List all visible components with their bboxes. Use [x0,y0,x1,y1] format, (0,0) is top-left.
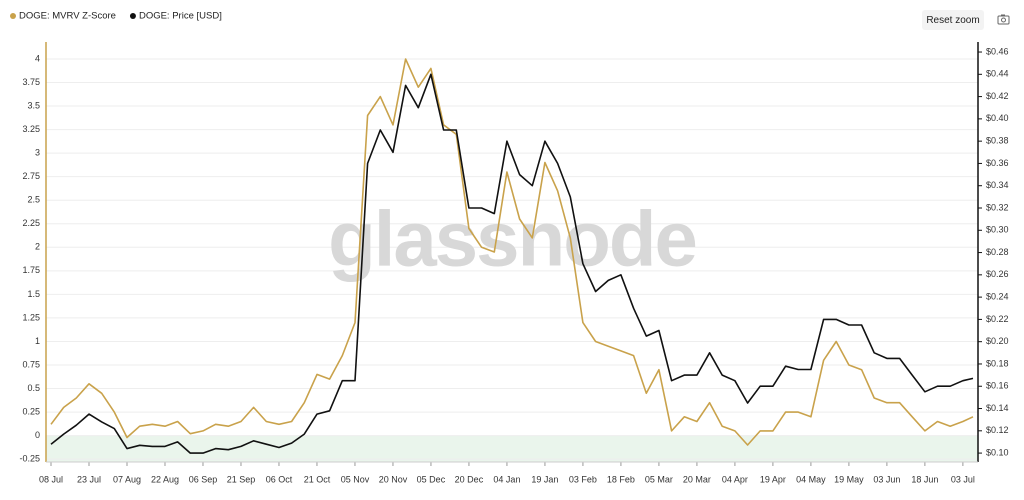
x-tick-label: 05 Dec [417,474,446,484]
x-tick-label: 22 Aug [151,474,179,484]
y2-tick-label: $0.26 [986,269,1009,279]
y2-tick-label: $0.28 [986,247,1009,257]
y-tick-label: 3.5 [27,100,40,110]
x-tick-label: 03 Jun [873,474,900,484]
watermark: glassnode [328,195,696,283]
x-tick-label: 23 Jul [77,474,101,484]
y2-tick-label: $0.30 [986,225,1009,235]
x-tick-label: 21 Sep [227,474,256,484]
x-tick-label: 19 Apr [760,474,786,484]
y-tick-label: 3.25 [22,124,40,134]
y-tick-label: 1.25 [22,312,40,322]
y2-tick-label: $0.14 [986,403,1009,413]
x-tick-label: 18 Feb [607,474,635,484]
x-tick-label: 19 Jan [531,474,558,484]
legend-marker [129,13,136,19]
x-tick-label: 05 Mar [645,474,673,484]
y2-tick-label: $0.12 [986,425,1009,435]
y-tick-label: 1 [35,336,40,346]
legend-label: DOGE: MVRV Z-Score [19,11,116,22]
x-tick-label: 03 Jul [951,474,975,484]
y-tick-label: 2 [35,242,40,252]
y-tick-label: 0.75 [22,359,40,369]
y2-tick-label: $0.36 [986,158,1009,168]
y-tick-label: 3 [35,147,40,157]
y2-tick-label: $0.18 [986,358,1009,368]
x-tick-label: 03 Feb [569,474,597,484]
y2-tick-label: $0.44 [986,69,1009,79]
y-tick-label: 2.25 [22,218,40,228]
y-tick-label: 4 [35,53,40,63]
x-tick-label: 20 Nov [379,474,408,484]
series-line [50,58,974,446]
y2-tick-label: $0.46 [986,46,1009,56]
y-tick-label: 0.25 [22,406,40,416]
series-line [50,73,974,454]
y2-tick-label: $0.32 [986,202,1009,212]
x-tick-label: 20 Mar [683,474,711,484]
x-tick-label: 05 Nov [341,474,370,484]
y2-tick-label: $0.20 [986,336,1009,346]
camera-icon[interactable] [997,14,1010,25]
y-tick-label: 0.5 [27,383,40,393]
y2-tick-label: $0.34 [986,180,1009,190]
y-tick-label: 2.5 [27,195,40,205]
x-tick-label: 19 May [834,474,864,484]
x-tick-label: 07 Aug [113,474,141,484]
y2-tick-label: $0.24 [986,291,1009,301]
y2-tick-label: $0.22 [986,314,1009,324]
y2-tick-label: $0.40 [986,113,1009,123]
reset-zoom-button[interactable]: Reset zoom [922,10,984,30]
y2-tick-label: $0.10 [986,447,1009,457]
y2-tick-label: $0.16 [986,381,1009,391]
y-tick-label: 1.75 [22,265,40,275]
y-tick-label: 1.5 [27,289,40,299]
x-tick-label: 04 May [796,474,826,484]
legend-label: DOGE: Price [USD] [139,11,222,22]
x-tick-label: 06 Oct [266,474,293,484]
y-tick-label: -0.25 [19,454,40,464]
y-tick-label: 3.75 [22,77,40,87]
y-tick-label: 2.75 [22,171,40,181]
negative-zone [46,435,978,462]
x-tick-label: 08 Jul [39,474,63,484]
x-tick-label: 18 Jun [911,474,938,484]
x-tick-label: 06 Sep [189,474,218,484]
x-tick-label: 04 Apr [722,474,748,484]
x-tick-label: 04 Jan [493,474,520,484]
y-tick-label: 0 [35,430,40,440]
x-tick-label: 20 Dec [455,474,484,484]
y2-tick-label: $0.42 [986,91,1009,101]
x-tick-label: 21 Oct [304,474,331,484]
y2-tick-label: $0.38 [986,136,1009,146]
legend-marker [10,13,16,19]
